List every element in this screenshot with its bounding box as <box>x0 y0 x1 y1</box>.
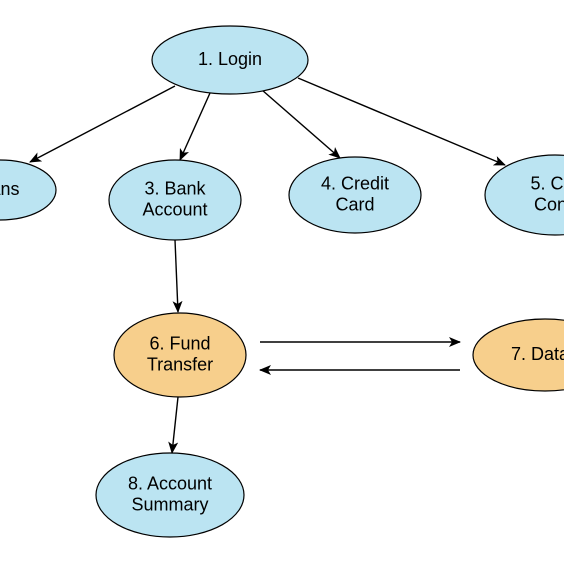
edge-n3-n6 <box>175 240 178 312</box>
edge-n1-n4 <box>262 90 340 158</box>
node-n8: 8. AccountSummary <box>96 453 244 537</box>
node-label: 6. FundTransfer <box>147 333 213 374</box>
node-label: 7. Datab <box>511 344 564 364</box>
edges-layer <box>30 78 505 453</box>
flow-diagram: 1. Login pans 3. BankAccount 4. CreditCard 5… <box>0 0 564 564</box>
node-n7: 7. Datab <box>473 319 564 391</box>
node-n2: pans <box>0 160 56 220</box>
node-n1: 1. Login <box>152 26 308 94</box>
node-label: 3. BankAccount <box>142 178 207 219</box>
nodes-layer: 1. Login pans 3. BankAccount 4. CreditCard 5… <box>0 26 564 537</box>
edge-n1-n3 <box>180 93 210 160</box>
edge-n6-n8 <box>172 397 178 453</box>
node-n4: 4. CreditCard <box>289 157 421 233</box>
node-n6: 6. FundTransfer <box>114 313 246 397</box>
node-label: 1. Login <box>198 49 262 69</box>
edge-n1-n2 <box>30 86 175 162</box>
node-label: 5. CurConv <box>530 173 564 214</box>
edge-n1-n5 <box>298 78 505 165</box>
node-label: pans <box>0 179 20 199</box>
node-n5: 5. CurConv <box>485 155 564 235</box>
node-n3: 3. BankAccount <box>109 160 241 240</box>
node-label: 8. AccountSummary <box>128 473 212 514</box>
